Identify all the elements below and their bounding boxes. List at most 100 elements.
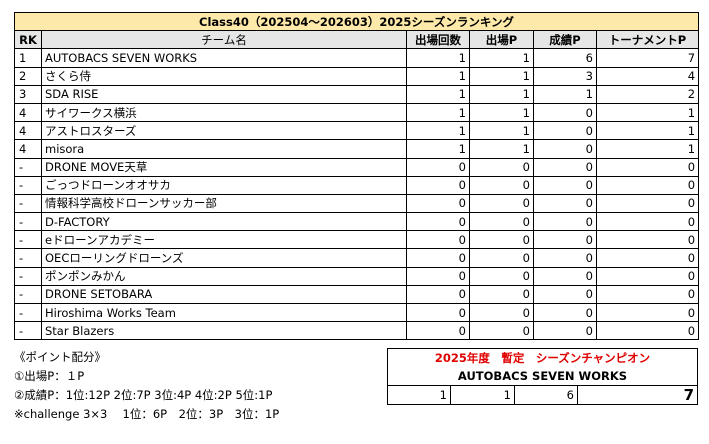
row-appearance-p: 1 bbox=[469, 121, 534, 141]
champion-result-p: 6 bbox=[514, 385, 578, 405]
champion-values-row: 1 1 6 7 bbox=[387, 385, 699, 405]
ranking-title-row: Class40（202504～202603）2025シーズンランキング bbox=[13, 11, 700, 32]
ranking-body: 1 AUTOBACS SEVEN WORKS 1 1 6 7 2 さくら侍 1 1 3 4 3 SDA R… bbox=[14, 48, 700, 341]
row-tournament-p: 0 bbox=[595, 193, 700, 214]
ranking-title: Class40（202504～202603）2025シーズンランキング bbox=[13, 11, 700, 32]
row-appearances: 0 bbox=[406, 230, 470, 250]
row-result-p: 3 bbox=[533, 66, 597, 86]
row-appearance-p: 1 bbox=[469, 84, 534, 104]
champion-team: AUTOBACS SEVEN WORKS bbox=[386, 367, 699, 386]
row-result-p: 0 bbox=[533, 230, 597, 250]
row-rank: - bbox=[14, 193, 42, 214]
ranking-header-row: RK チーム名 出場回数 出場P 成績P トーナメントP bbox=[14, 30, 700, 50]
row-team-name: misora bbox=[41, 139, 407, 159]
row-result-p: 0 bbox=[533, 284, 597, 305]
row-team-name: D-FACTORY bbox=[41, 212, 407, 232]
header-appearances: 出場回数 bbox=[406, 30, 470, 50]
row-result-p: 0 bbox=[533, 193, 597, 214]
table-row: - D-FACTORY 0 0 0 0 bbox=[14, 212, 700, 232]
row-appearances: 0 bbox=[406, 193, 470, 214]
row-team-name: サイワークス横浜 bbox=[41, 102, 407, 123]
row-appearances: 0 bbox=[406, 212, 470, 232]
row-appearances: 0 bbox=[406, 302, 470, 323]
header-team: チーム名 bbox=[41, 30, 407, 50]
champion-tournament-p: 7 bbox=[576, 385, 699, 405]
row-result-p: 0 bbox=[533, 121, 597, 141]
row-appearance-p: 0 bbox=[469, 321, 534, 341]
row-appearances: 0 bbox=[406, 248, 470, 268]
row-team-name: Hiroshima Works Team bbox=[41, 302, 407, 323]
table-row: - DRONE MOVE天草 0 0 0 0 bbox=[14, 157, 700, 177]
row-appearances: 0 bbox=[406, 266, 470, 286]
notes-line-3: ※challenge 3×3 1位：6P 2位：3P 3位：1P bbox=[14, 407, 280, 421]
row-appearance-p: 1 bbox=[469, 102, 534, 123]
row-tournament-p: 0 bbox=[595, 248, 700, 268]
row-appearance-p: 0 bbox=[469, 284, 534, 305]
row-rank: - bbox=[14, 266, 42, 286]
row-tournament-p: 0 bbox=[595, 302, 700, 323]
row-appearance-p: 1 bbox=[469, 66, 534, 86]
row-appearances: 0 bbox=[406, 157, 470, 177]
row-appearance-p: 0 bbox=[469, 212, 534, 232]
row-tournament-p: 4 bbox=[595, 66, 700, 86]
notes-heading: 《ポイント配分》 bbox=[14, 350, 106, 364]
row-result-p: 0 bbox=[533, 212, 597, 232]
row-tournament-p: 0 bbox=[595, 266, 700, 286]
row-appearances: 1 bbox=[406, 102, 470, 123]
ranking-table: Class40（202504～202603）2025シーズンランキング RK チ… bbox=[13, 11, 700, 341]
row-appearance-p: 0 bbox=[469, 302, 534, 323]
row-rank: - bbox=[14, 248, 42, 268]
row-appearances: 1 bbox=[406, 84, 470, 104]
row-team-name: 情報科学高校ドローンサッカー部 bbox=[41, 193, 407, 214]
row-appearances: 1 bbox=[406, 121, 470, 141]
row-rank: 4 bbox=[14, 121, 42, 141]
row-tournament-p: 0 bbox=[595, 157, 700, 177]
table-row: 4 サイワークス横浜 1 1 0 1 bbox=[14, 102, 700, 123]
champion-appearance-p: 1 bbox=[450, 385, 515, 405]
row-rank: - bbox=[14, 302, 42, 323]
row-tournament-p: 2 bbox=[595, 84, 700, 104]
header-appearance-p: 出場P bbox=[469, 30, 534, 50]
header-result-p: 成績P bbox=[533, 30, 597, 50]
row-tournament-p: 0 bbox=[595, 284, 700, 305]
row-appearance-p: 0 bbox=[469, 266, 534, 286]
row-result-p: 0 bbox=[533, 248, 597, 268]
row-team-name: アストロスターズ bbox=[41, 121, 407, 141]
notes-line-1: ①出場P：１P bbox=[14, 369, 85, 383]
row-team-name: SDA RISE bbox=[41, 84, 407, 104]
row-appearances: 1 bbox=[406, 139, 470, 159]
row-rank: 4 bbox=[14, 139, 42, 159]
row-team-name: ポンポンみかん bbox=[41, 266, 407, 286]
row-result-p: 0 bbox=[533, 302, 597, 323]
row-result-p: 0 bbox=[533, 157, 597, 177]
row-rank: - bbox=[14, 284, 42, 305]
row-appearances: 1 bbox=[406, 48, 470, 68]
row-tournament-p: 1 bbox=[595, 102, 700, 123]
row-result-p: 0 bbox=[533, 266, 597, 286]
table-row: - ごっつドローンオオサカ 0 0 0 0 bbox=[14, 175, 700, 195]
row-team-name: さくら侍 bbox=[41, 66, 407, 86]
row-tournament-p: 1 bbox=[595, 121, 700, 141]
champion-appearances: 1 bbox=[387, 385, 451, 405]
champion-title: 2025年度 暫定 シーズンチャンピオン bbox=[386, 348, 699, 367]
table-row: 4 misora 1 1 0 1 bbox=[14, 139, 700, 159]
points-notes: 《ポイント配分》 ①出場P：１P ②成績P：1位:12P 2位:7P 3位:4P… bbox=[14, 348, 374, 424]
row-rank: 3 bbox=[14, 84, 42, 104]
row-result-p: 0 bbox=[533, 175, 597, 195]
row-result-p: 0 bbox=[533, 102, 597, 123]
row-rank: 4 bbox=[14, 102, 42, 123]
row-tournament-p: 0 bbox=[595, 212, 700, 232]
row-team-name: Star Blazers bbox=[41, 321, 407, 341]
table-row: - 情報科学高校ドローンサッカー部 0 0 0 0 bbox=[14, 193, 700, 214]
row-appearance-p: 1 bbox=[469, 139, 534, 159]
row-rank: - bbox=[14, 157, 42, 177]
row-tournament-p: 0 bbox=[595, 175, 700, 195]
notes-line-2: ②成績P：1位:12P 2位:7P 3位:4P 4位:2P 5位:1P bbox=[14, 388, 273, 402]
table-row: 1 AUTOBACS SEVEN WORKS 1 1 6 7 bbox=[14, 48, 700, 68]
row-appearance-p: 0 bbox=[469, 230, 534, 250]
row-rank: 1 bbox=[14, 48, 42, 68]
table-row: - Hiroshima Works Team 0 0 0 0 bbox=[14, 302, 700, 323]
champion-table: 2025年度 暫定 シーズンチャンピオン AUTOBACS SEVEN WORK… bbox=[386, 348, 699, 405]
row-tournament-p: 7 bbox=[595, 48, 700, 68]
row-tournament-p: 1 bbox=[595, 139, 700, 159]
